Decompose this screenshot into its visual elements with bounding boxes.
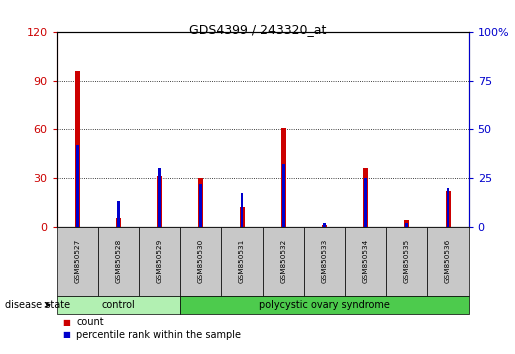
Bar <box>364 178 367 227</box>
Text: GSM850528: GSM850528 <box>115 239 122 283</box>
Bar <box>75 71 80 227</box>
Text: GDS4399 / 243320_at: GDS4399 / 243320_at <box>189 23 326 36</box>
Text: GSM850530: GSM850530 <box>198 239 204 283</box>
Text: ■: ■ <box>62 330 70 339</box>
Bar <box>445 191 451 227</box>
Text: GSM850535: GSM850535 <box>404 239 410 283</box>
Bar <box>76 145 79 227</box>
Text: GSM850529: GSM850529 <box>157 239 163 283</box>
Text: GSM850527: GSM850527 <box>74 239 80 283</box>
Bar <box>157 176 162 227</box>
Text: polycystic ovary syndrome: polycystic ovary syndrome <box>259 300 390 310</box>
Text: GSM850536: GSM850536 <box>445 239 451 283</box>
Text: disease state: disease state <box>5 300 70 310</box>
Bar <box>239 207 245 227</box>
Bar <box>447 188 450 227</box>
Bar <box>158 168 161 227</box>
Bar <box>404 220 409 227</box>
Bar <box>116 218 121 227</box>
Bar <box>117 201 120 227</box>
Text: GSM850532: GSM850532 <box>280 239 286 283</box>
Text: GSM850533: GSM850533 <box>321 239 328 283</box>
Bar <box>323 223 326 227</box>
Bar <box>199 184 202 227</box>
Text: percentile rank within the sample: percentile rank within the sample <box>76 330 241 339</box>
Bar <box>322 225 327 227</box>
Text: ■: ■ <box>62 318 70 327</box>
Bar <box>281 127 286 227</box>
Bar <box>241 193 244 227</box>
Bar <box>198 178 203 227</box>
Bar <box>405 223 408 227</box>
Text: control: control <box>101 300 135 310</box>
Bar <box>282 164 285 227</box>
Bar <box>363 168 368 227</box>
Text: GSM850531: GSM850531 <box>239 239 245 283</box>
Text: GSM850534: GSM850534 <box>363 239 369 283</box>
Text: count: count <box>76 317 104 327</box>
